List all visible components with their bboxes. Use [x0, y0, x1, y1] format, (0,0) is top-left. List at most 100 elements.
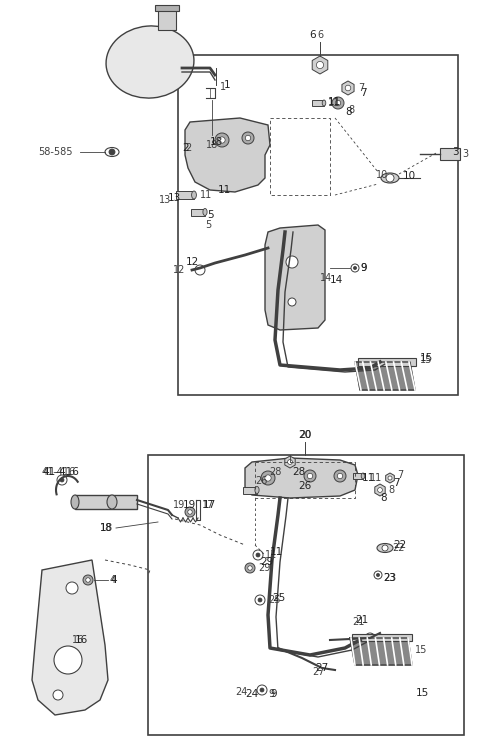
Text: 9: 9	[360, 263, 367, 273]
Circle shape	[83, 575, 93, 585]
Circle shape	[195, 265, 205, 275]
Circle shape	[286, 256, 298, 268]
Text: 22: 22	[393, 540, 406, 550]
Bar	[148, 455, 464, 735]
Text: 20: 20	[299, 430, 312, 440]
Circle shape	[307, 473, 312, 478]
Text: 41-416: 41-416	[42, 467, 76, 477]
Text: 22: 22	[392, 543, 405, 553]
Ellipse shape	[105, 147, 119, 156]
Text: 6: 6	[310, 30, 316, 40]
Text: 11: 11	[270, 547, 283, 557]
Text: 11: 11	[218, 185, 231, 195]
Text: 15: 15	[416, 688, 429, 698]
Polygon shape	[245, 458, 358, 498]
Ellipse shape	[107, 495, 117, 509]
Text: 19: 19	[183, 500, 196, 510]
Polygon shape	[176, 191, 194, 199]
Polygon shape	[342, 81, 354, 95]
Polygon shape	[185, 118, 270, 192]
Bar	[352, 634, 412, 641]
Ellipse shape	[381, 173, 399, 183]
Text: 5: 5	[205, 220, 211, 230]
Bar	[178, 55, 458, 395]
Text: 25: 25	[268, 595, 280, 605]
Text: 11: 11	[328, 98, 340, 108]
Text: 6: 6	[317, 30, 323, 40]
Text: 13: 13	[168, 193, 181, 203]
Polygon shape	[312, 56, 328, 74]
Circle shape	[336, 101, 341, 106]
Circle shape	[374, 571, 382, 579]
Text: 2: 2	[185, 143, 191, 153]
Polygon shape	[353, 473, 363, 479]
Text: 58-585: 58-585	[38, 147, 72, 157]
Polygon shape	[191, 209, 205, 216]
Text: 10: 10	[376, 170, 388, 180]
Text: 21: 21	[352, 617, 364, 627]
Circle shape	[261, 471, 275, 485]
Text: 11: 11	[200, 190, 212, 200]
Polygon shape	[265, 225, 325, 330]
Polygon shape	[243, 487, 257, 493]
Polygon shape	[350, 638, 412, 665]
Circle shape	[109, 149, 115, 155]
Circle shape	[386, 174, 394, 182]
Text: 20: 20	[299, 430, 311, 440]
Text: 16: 16	[72, 635, 84, 645]
Ellipse shape	[361, 473, 365, 479]
Circle shape	[245, 135, 251, 140]
Text: 9: 9	[360, 263, 366, 273]
Bar	[358, 358, 416, 366]
Text: 1: 1	[220, 82, 226, 92]
Circle shape	[334, 470, 346, 482]
Text: 21: 21	[355, 615, 368, 625]
Circle shape	[288, 460, 292, 464]
Text: 26: 26	[298, 481, 311, 491]
Circle shape	[248, 566, 252, 570]
Circle shape	[337, 473, 343, 478]
Ellipse shape	[192, 191, 196, 199]
Text: 27: 27	[312, 667, 324, 677]
Text: 7: 7	[393, 478, 400, 488]
Text: 15: 15	[420, 355, 432, 365]
Circle shape	[185, 507, 195, 517]
Text: 23: 23	[383, 573, 396, 583]
Circle shape	[242, 132, 254, 144]
Circle shape	[382, 545, 388, 551]
Circle shape	[351, 264, 359, 272]
Text: 18: 18	[100, 523, 113, 533]
Circle shape	[353, 267, 357, 270]
Text: 12: 12	[173, 265, 185, 275]
Polygon shape	[32, 560, 108, 715]
Circle shape	[219, 137, 225, 143]
Text: 4: 4	[110, 575, 117, 585]
Text: 19: 19	[173, 500, 185, 510]
Circle shape	[256, 553, 260, 557]
Text: 12: 12	[186, 257, 199, 267]
Circle shape	[288, 298, 296, 306]
Text: 9: 9	[268, 689, 274, 699]
Circle shape	[215, 133, 229, 147]
Bar	[155, 5, 179, 11]
Text: 1: 1	[224, 80, 230, 90]
Text: 13: 13	[159, 195, 171, 205]
Ellipse shape	[255, 487, 259, 493]
Circle shape	[60, 478, 64, 482]
Text: 18: 18	[206, 140, 218, 150]
Text: 4: 4	[110, 575, 116, 585]
Circle shape	[388, 476, 392, 480]
Text: 18: 18	[210, 137, 223, 147]
Circle shape	[260, 688, 264, 692]
Circle shape	[304, 470, 316, 482]
Text: 29: 29	[258, 563, 270, 573]
Text: 11: 11	[328, 97, 341, 107]
Circle shape	[376, 574, 380, 577]
Circle shape	[258, 598, 262, 602]
Text: 8: 8	[388, 485, 394, 495]
Bar	[440, 148, 460, 160]
Text: 7: 7	[358, 83, 364, 93]
Polygon shape	[312, 100, 324, 106]
Text: 14: 14	[320, 273, 332, 283]
Text: 29: 29	[260, 557, 273, 567]
